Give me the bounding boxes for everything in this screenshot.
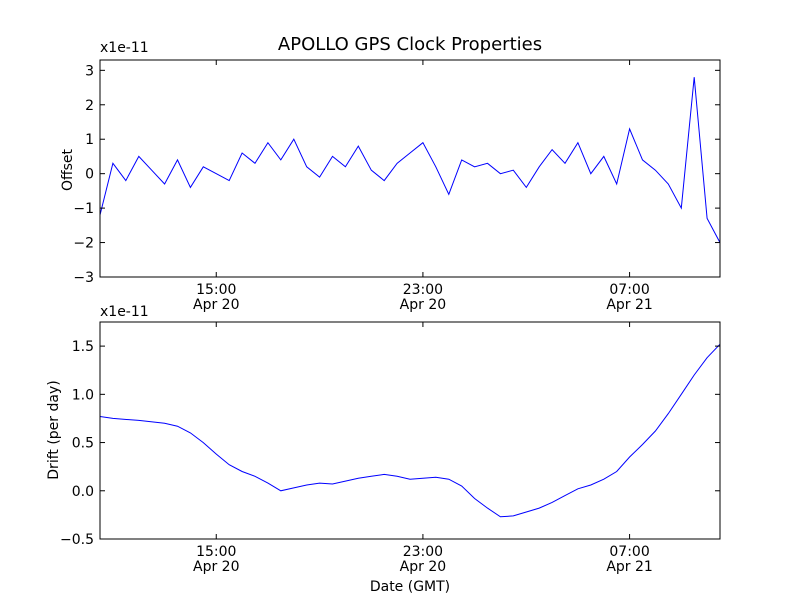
drift-plot: x1e-11 Drift (per day) −0.50.00.51.01.5 …	[46, 304, 721, 595]
drift-scale-label: x1e-11	[100, 304, 149, 320]
x-tick-time-label: 07:00	[609, 282, 649, 298]
y-tick-label: 0.5	[72, 436, 94, 452]
x-tick-time-label: 23:00	[403, 544, 443, 560]
offset-y-ticks: −3 −2 −1 0 1 2 3	[73, 63, 720, 286]
x-tick-date-label: Apr 20	[400, 297, 446, 313]
y-tick-label: 2	[85, 98, 94, 114]
x-tick-time-label: 15:00	[196, 282, 236, 298]
y-tick-label: −0.5	[60, 532, 94, 548]
offset-plot-frame	[99, 59, 721, 278]
offset-scale-label: x1e-11	[100, 40, 149, 56]
x-tick-time-label: 15:00	[196, 544, 236, 560]
offset-plot: APOLLO GPS Clock Properties x1e-11 Offse…	[60, 34, 721, 313]
y-tick-label: 1	[85, 132, 94, 148]
drift-x-axis-label: Date (GMT)	[370, 579, 450, 595]
x-tick-date-label: Apr 20	[193, 559, 239, 575]
offset-y-axis-label: Offset	[60, 148, 76, 191]
y-tick-label: −3	[73, 270, 94, 286]
y-tick-label: −2	[73, 236, 94, 252]
drift-y-axis-label: Drift (per day)	[46, 380, 62, 479]
chart-title: APOLLO GPS Clock Properties	[278, 34, 542, 55]
y-tick-label: 1.0	[72, 387, 94, 403]
x-tick-date-label: Apr 20	[400, 559, 446, 575]
y-tick-label: 0.0	[72, 484, 94, 500]
y-tick-label: 1.5	[72, 339, 94, 355]
x-tick-time-label: 07:00	[609, 544, 649, 560]
y-tick-label: −1	[73, 201, 94, 217]
x-tick-date-label: Apr 21	[606, 297, 652, 313]
x-tick-time-label: 23:00	[403, 282, 443, 298]
drift-plot-frame	[99, 321, 721, 540]
y-tick-label: 3	[85, 63, 94, 79]
x-tick-date-label: Apr 21	[606, 559, 652, 575]
y-tick-label: 0	[85, 167, 94, 183]
drift-y-ticks: −0.5 0.0 0.5 1.0 1.5	[60, 339, 720, 548]
x-tick-date-label: Apr 20	[193, 297, 239, 313]
